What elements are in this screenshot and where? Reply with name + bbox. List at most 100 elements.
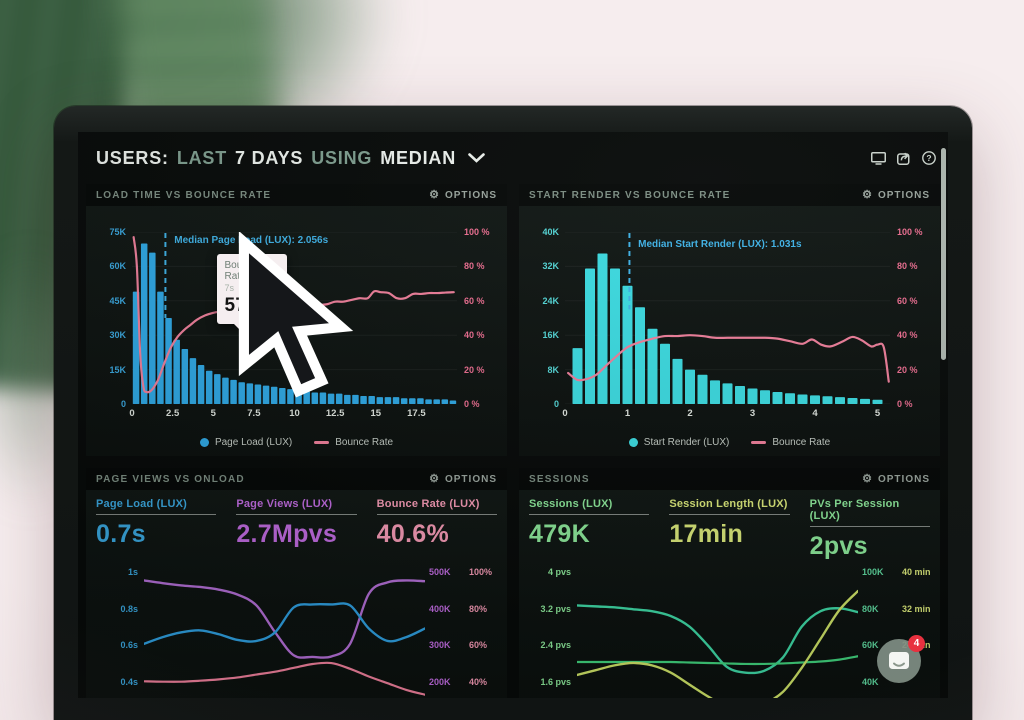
options-button[interactable]: ⚙ OPTIONS [862,472,930,485]
laptop: USERS: LAST 7 DAYS USING MEDIAN ? [54,106,972,720]
dashboard-header: USERS: LAST 7 DAYS USING MEDIAN ? [96,140,936,176]
legend: Start Render (LUX) Bounce Rate [519,437,940,448]
title-last: LAST [176,147,228,168]
panel-page-views-vs-onload: PAGE VIEWS VS ONLOAD ⚙ OPTIONS Page Load … [86,468,507,698]
x-axis-tick: 5 [874,408,881,419]
metric-value: 0.7s [96,520,146,548]
metric-label: Session Length (LUX) [669,498,788,510]
line-chart-zone: 4 pvs 3.2 pvs 2.4 pvs 1.6 pvs 100K 40 min… [523,562,936,698]
legend-line-icon [751,441,767,444]
y-axis-right: 100 % 80 % 60 % 40 % 20 % 0 % [894,227,936,409]
panel-title: SESSIONS [529,473,590,485]
x-axis-tick: 0 [129,408,135,419]
gear-icon: ⚙ [862,472,873,485]
y-axis-tick: 0.8s [120,603,138,614]
metric-page-views: Page Views (LUX) 2.7Mpvs [236,498,357,549]
metric-underline [809,526,930,527]
legend-line-icon [314,441,330,444]
sessions-line-chart [577,589,858,698]
legend-item-page-load[interactable]: Page Load (LUX) [199,437,292,448]
x-axis-tick: 4 [812,408,818,419]
panel-title: LOAD TIME VS BOUNCE RATE [96,189,272,201]
y-axis-tick: 100 % [464,227,490,237]
y-axis-tick: 24K [542,295,559,306]
page-views-line-chart [144,579,425,696]
metric-sessions: Sessions (LUX) 479K [529,498,650,561]
legend-item-bounce-rate[interactable]: Bounce Rate [314,437,393,448]
y-axis-tick: 30K [109,330,126,341]
y-axis-tick-row: 300K 60% [429,640,488,651]
options-button[interactable]: ⚙ OPTIONS [862,188,930,201]
metrics-row: Page Load (LUX) 0.7s Page Views (LUX) 2.… [96,498,497,549]
panel-title: PAGE VIEWS VS ONLOAD [96,473,245,485]
y-axis-tick-row: 200K 40% [429,676,488,687]
metric-label: Sessions (LUX) [529,498,613,510]
y-axis-tick: 100 % [897,227,923,237]
metric-session-length: Session Length (LUX) 17min [669,498,790,561]
share-icon[interactable] [897,151,911,165]
notification-badge: 4 [908,635,925,652]
chevron-down-icon[interactable] [468,153,485,163]
metric-underline [376,514,497,515]
legend-item-bounce-rate[interactable]: Bounce Rate [751,437,830,448]
y-axis-tick: 3.2 pvs [540,603,571,614]
median-annotation: Median Start Render (LUX): 1.031s [638,238,802,250]
line-chart-zone: 1s 0.8s 0.6s 0.4s 500K 100% 400K 80% 300K 6… [90,562,503,698]
metric-underline [96,514,217,515]
x-axis-tick: 7.5 [247,408,261,419]
y-axis-tick: 0 % [464,398,480,409]
y-axis-tick: 60K [109,261,126,272]
y-axis-right: 500K 100% 400K 80% 300K 60% 200K 40% [429,567,499,687]
legend-item-start-render[interactable]: Start Render (LUX) [628,437,729,448]
y-axis-tick: 40 % [897,330,918,341]
metric-page-load: Page Load (LUX) 0.7s [96,498,217,549]
y-axis-right: 100 % 80 % 60 % 40 % 20 % 0 % [461,227,503,409]
y-axis-tick: 1.6 pvs [540,676,571,687]
x-axis-tick: 5 [210,408,216,419]
y-axis-tick: 2.4 pvs [540,640,571,651]
x-axis-tick: 15 [370,408,382,419]
x-axis-tick: 0 [562,408,568,419]
header-icons: ? [871,151,936,165]
options-button[interactable]: ⚙ OPTIONS [429,472,497,485]
panel-start-render-vs-bounce-rate: START RENDER VS BOUNCE RATE ⚙ OPTIONS 40K… [519,184,940,456]
display-icon[interactable] [871,151,886,165]
y-axis-tick-row: 40K [862,676,879,687]
chat-launcher-button[interactable]: 4 [876,635,925,684]
metric-value: 2pvs [809,532,868,560]
metric-value: 17min [669,520,744,548]
scrollbar-thumb[interactable] [941,148,946,360]
chart-zone: 75K 60K 45K 30K 15K 0 Median Page Load (… [86,206,507,456]
y-axis-tick: 15K [109,364,126,375]
options-button[interactable]: ⚙ OPTIONS [429,188,497,201]
y-axis-left: 40K 32K 24K 16K 8K 0 [523,227,559,409]
x-axis: 0 2.5 5 7.5 10 12.5 15 17.5 [129,408,457,419]
metric-label: Bounce Rate (LUX) [376,498,480,510]
legend: Page Load (LUX) Bounce Rate [86,437,507,448]
y-axis-tick: 60 % [464,295,485,306]
panel-sessions: SESSIONS ⚙ OPTIONS Sessions (LUX) 479K Se… [519,468,940,698]
title-using: USING [311,147,373,168]
y-axis-tick: 75K [109,227,126,237]
chat-bubble-icon [877,639,921,683]
page-title-dropdown[interactable]: USERS: LAST 7 DAYS USING MEDIAN [96,148,485,169]
y-axis-left: 4 pvs 3.2 pvs 2.4 pvs 1.6 pvs [529,567,571,687]
y-axis-tick: 0 [120,398,126,409]
gear-icon: ⚙ [862,188,873,201]
y-axis-tick: 0.4s [120,676,138,687]
help-icon[interactable]: ? [922,151,936,165]
y-axis-tick: 80 % [464,261,485,272]
x-axis-tick: 17.5 [407,408,426,419]
metric-underline [669,514,790,515]
y-axis-tick: 0 % [897,398,913,409]
metrics-row: Sessions (LUX) 479K Session Length (LUX)… [529,498,930,561]
mouse-cursor [238,232,354,398]
metric-value: 479K [529,520,590,548]
metric-value: 2.7Mpvs [236,520,338,548]
panel-header: START RENDER VS BOUNCE RATE ⚙ OPTIONS [519,184,940,206]
panel-grid: LOAD TIME VS BOUNCE RATE ⚙ OPTIONS 75K 60… [86,184,940,698]
y-axis-tick: 16K [542,330,559,341]
svg-text:?: ? [926,153,931,163]
x-axis-tick: 1 [624,408,631,419]
